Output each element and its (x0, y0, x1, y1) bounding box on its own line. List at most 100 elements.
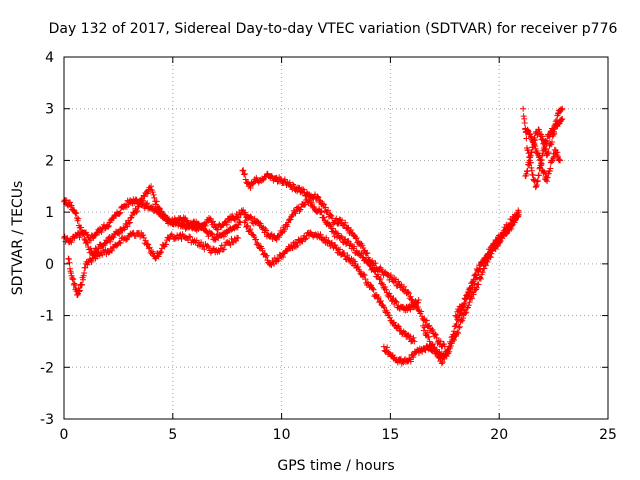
data-point (80, 276, 87, 283)
data-point (81, 235, 88, 242)
data-point (532, 137, 539, 144)
data-point (438, 360, 445, 367)
data-point (552, 122, 559, 129)
y-tick-label: 2 (45, 153, 54, 169)
data-point (540, 168, 547, 175)
data-point (550, 131, 557, 138)
data-point (65, 256, 72, 263)
data-point (551, 124, 558, 131)
data-point (78, 281, 85, 288)
data-point (387, 272, 394, 279)
data-point (466, 299, 473, 306)
data-point (321, 214, 328, 221)
data-point (384, 344, 391, 351)
data-point (515, 209, 522, 216)
data-point (544, 178, 551, 185)
data-point (76, 287, 83, 294)
data-point (390, 319, 397, 326)
data-point (281, 176, 288, 183)
data-point (263, 252, 270, 259)
data-point (330, 225, 337, 232)
data-point (418, 313, 425, 320)
data-point (546, 133, 553, 140)
data-point (80, 231, 87, 238)
data-point (334, 230, 341, 237)
data-point (475, 267, 482, 274)
data-point (76, 288, 83, 295)
data-point (458, 310, 465, 317)
data-point (248, 214, 255, 221)
data-point (241, 170, 248, 177)
data-point (142, 237, 149, 244)
data-point (337, 246, 344, 253)
data-point (541, 169, 548, 176)
data-point (372, 268, 379, 275)
data-point (316, 205, 323, 212)
data-point (234, 224, 241, 231)
plot-data (61, 105, 566, 367)
data-point (144, 240, 151, 247)
data-point (76, 234, 83, 241)
data-point (395, 278, 402, 285)
y-tick-label: 1 (45, 205, 54, 221)
data-point (208, 230, 215, 237)
data-point (482, 262, 489, 269)
data-point (453, 321, 460, 328)
data-point (377, 298, 384, 305)
data-point (545, 149, 552, 156)
data-point (445, 346, 452, 353)
data-point (366, 262, 373, 269)
data-point (317, 231, 324, 238)
data-point (210, 245, 217, 252)
data-point (538, 162, 545, 169)
data-point (204, 242, 211, 249)
data-point (83, 239, 90, 246)
data-point (323, 234, 330, 241)
data-point (545, 170, 552, 177)
data-point (105, 249, 112, 256)
data-point (454, 329, 461, 336)
y-tick-label: 4 (45, 50, 54, 66)
data-point (140, 232, 147, 239)
data-point (542, 145, 549, 152)
data-point (539, 133, 546, 140)
data-point (497, 238, 504, 245)
data-point (374, 295, 381, 302)
data-point (66, 265, 73, 272)
x-tick-label: 25 (599, 427, 617, 443)
data-point (552, 118, 559, 125)
data-point (240, 167, 247, 174)
data-point (539, 136, 546, 143)
data-point (410, 334, 417, 341)
data-point (380, 343, 387, 350)
data-point (188, 219, 195, 226)
data-point (377, 275, 384, 282)
data-point (124, 223, 131, 230)
data-point (455, 324, 462, 331)
data-point (477, 275, 484, 282)
data-point (72, 210, 79, 217)
data-point (220, 233, 227, 240)
data-point (360, 271, 367, 278)
data-point (557, 157, 564, 164)
data-point (242, 217, 249, 224)
data-point (157, 249, 164, 256)
data-point (134, 207, 141, 214)
data-point (360, 254, 367, 261)
data-point (521, 115, 528, 122)
data-point (244, 222, 251, 229)
data-point (68, 270, 75, 277)
data-point (425, 333, 432, 340)
data-point (342, 219, 349, 226)
data-point (544, 174, 551, 181)
data-point (107, 238, 114, 245)
data-point (549, 132, 556, 139)
data-point (236, 218, 243, 225)
data-point (139, 197, 146, 204)
data-point (432, 331, 439, 338)
data-point (155, 253, 162, 260)
data-point (374, 271, 381, 278)
data-point (383, 286, 390, 293)
data-point (411, 338, 418, 345)
data-point (148, 183, 155, 190)
